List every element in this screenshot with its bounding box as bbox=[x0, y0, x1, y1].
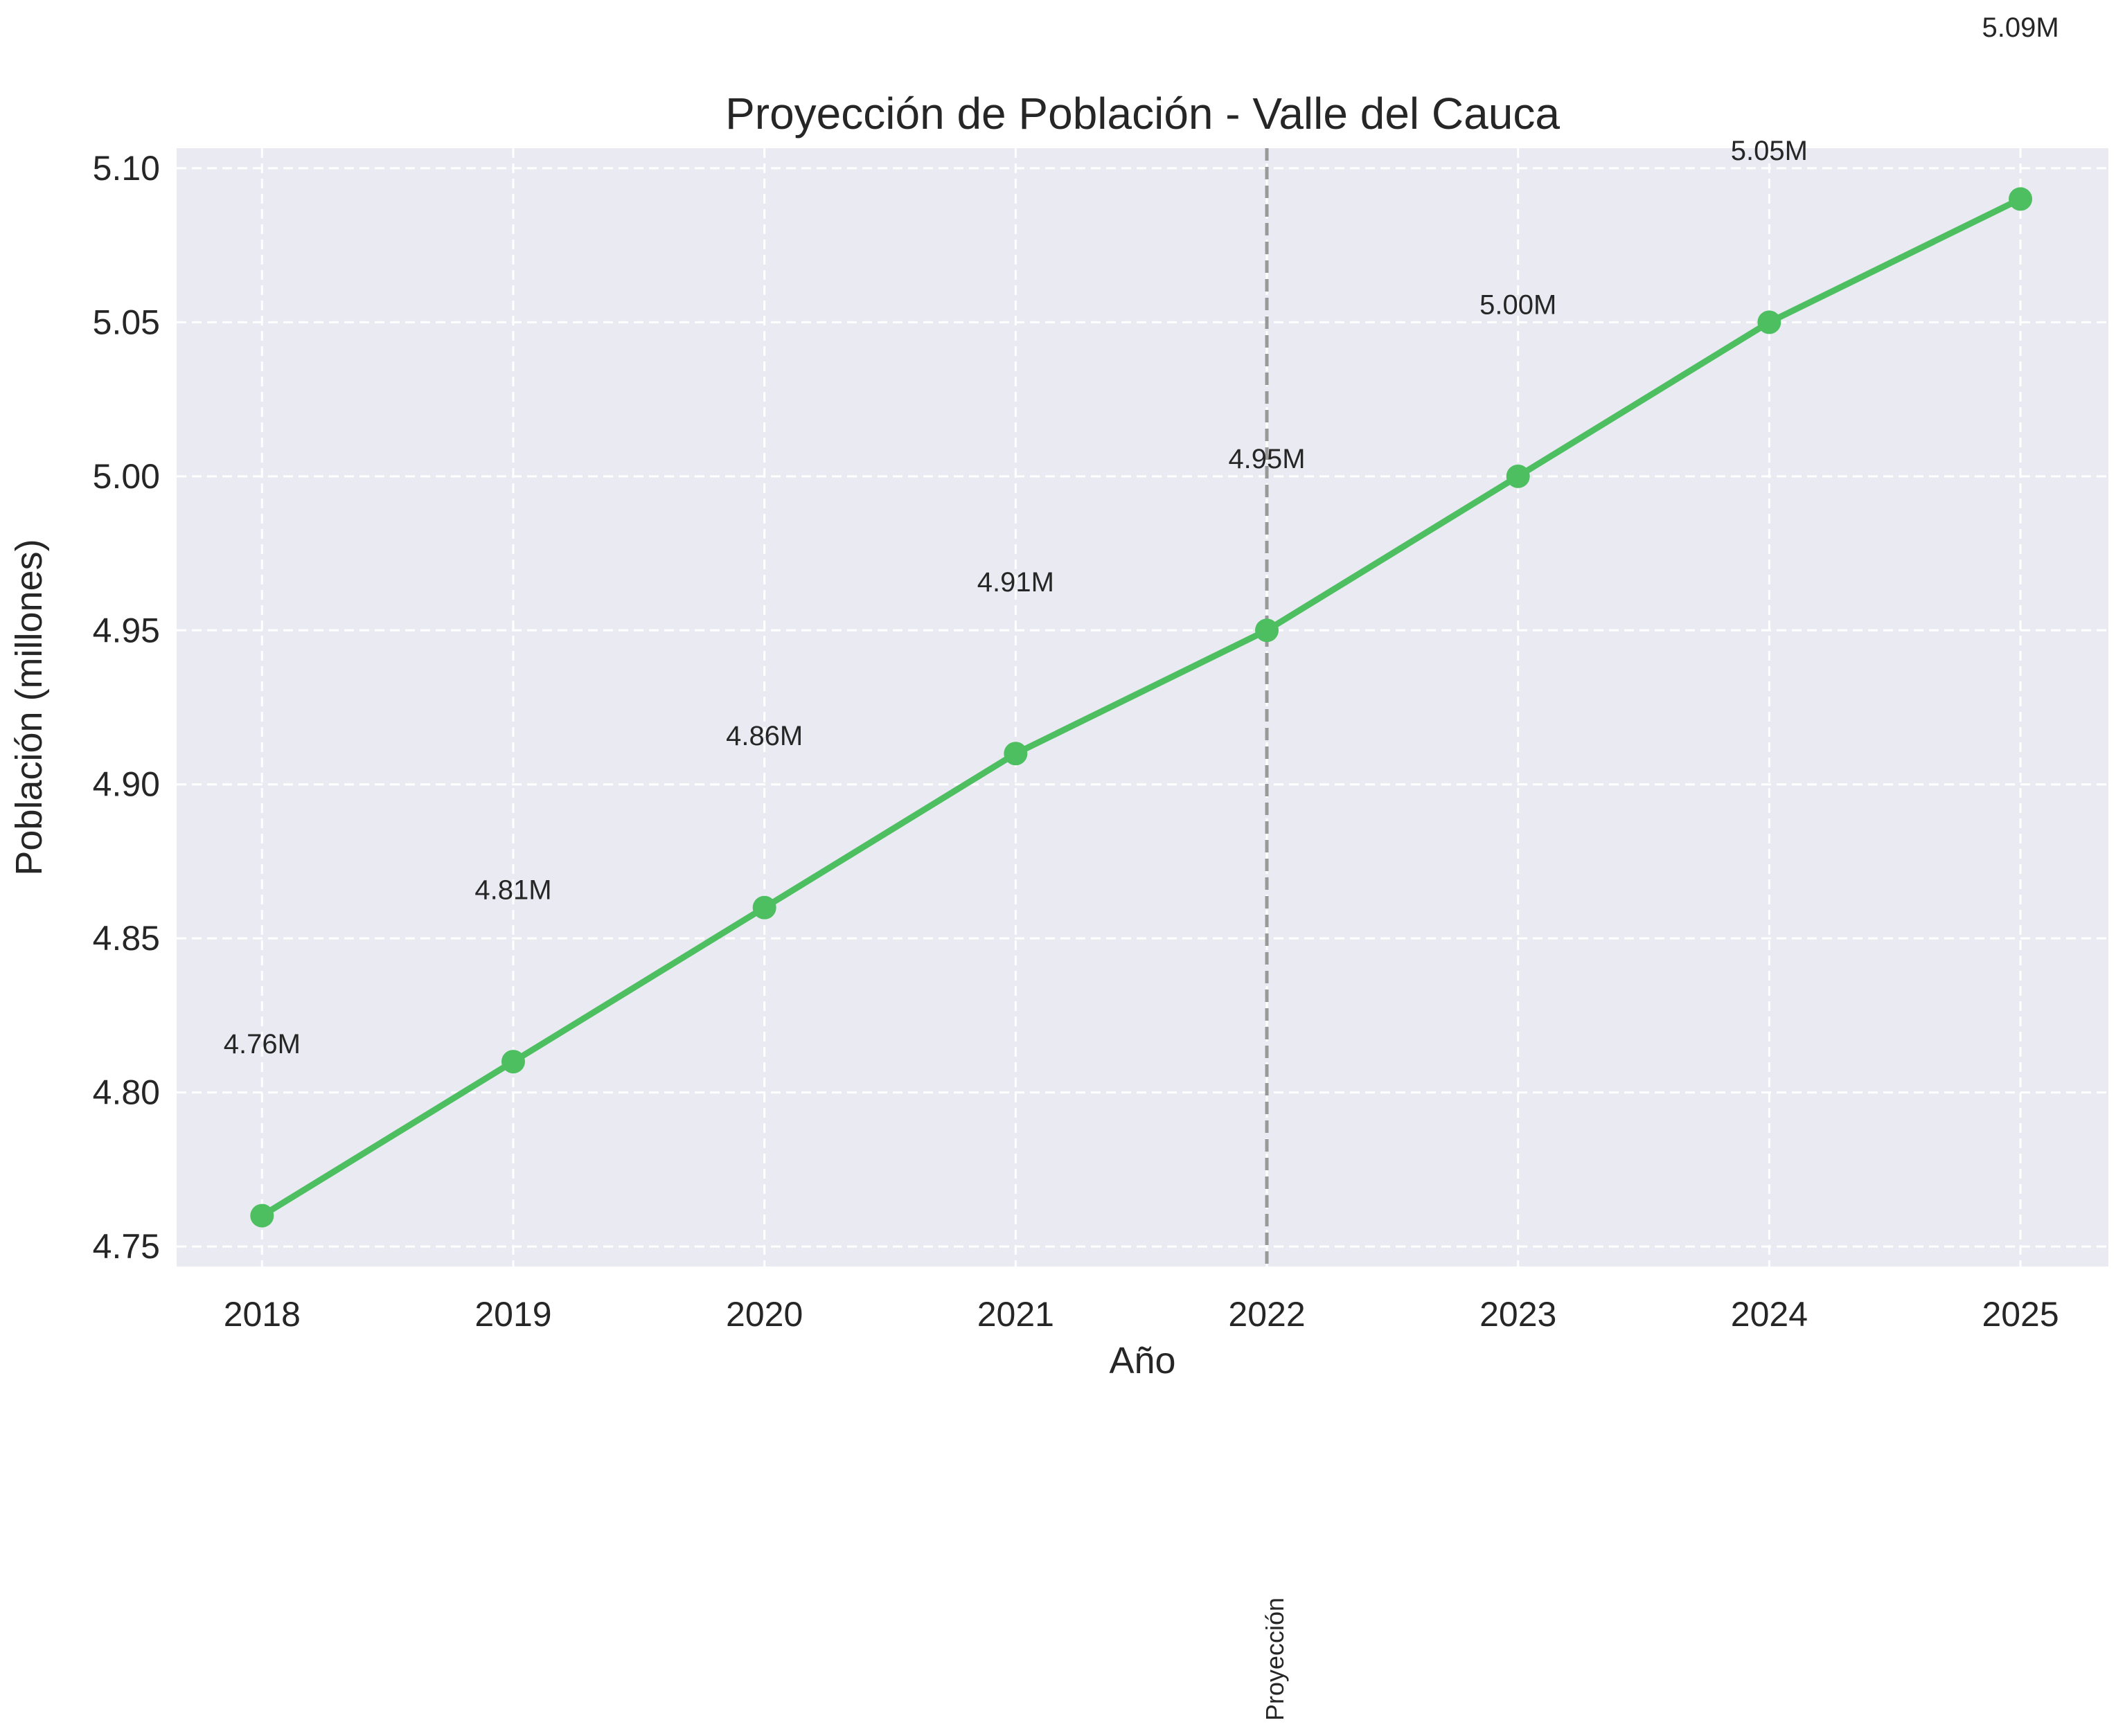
data-point bbox=[752, 895, 776, 920]
x-tick-label: 2021 bbox=[977, 1295, 1054, 1334]
y-tick-label: 5.05 bbox=[93, 303, 160, 341]
data-label: 4.81M bbox=[474, 875, 551, 906]
y-tick-label: 5.00 bbox=[93, 457, 160, 496]
x-tick-label: 2018 bbox=[224, 1295, 301, 1334]
data-point bbox=[1506, 464, 1530, 488]
data-label: 5.00M bbox=[1479, 289, 1556, 320]
y-tick-label: 4.75 bbox=[93, 1227, 160, 1266]
projection-annotation: Proyección bbox=[1261, 1598, 1289, 1721]
data-point bbox=[1255, 618, 1279, 643]
data-label: 4.76M bbox=[224, 1029, 301, 1059]
y-axis-title: Población (millones) bbox=[8, 539, 50, 875]
data-label: 4.86M bbox=[726, 721, 803, 751]
data-label: 5.09M bbox=[1982, 12, 2059, 43]
data-point bbox=[1757, 310, 1781, 334]
series-line bbox=[258, 195, 2024, 1219]
gridlines bbox=[177, 148, 2108, 1267]
data-point bbox=[1004, 742, 1028, 766]
data-labels: 4.76M 4.81M 4.86M 4.91M 4.95M 5.00M 5.05M 5.09M bbox=[224, 12, 2059, 1059]
chart-title: Proyección de Población - Valle del Cauc… bbox=[725, 89, 1560, 138]
data-label: 5.05M bbox=[1731, 136, 1808, 166]
x-tick-label: 2023 bbox=[1479, 1295, 1556, 1334]
data-points bbox=[250, 187, 2033, 1228]
y-tick-label: 4.95 bbox=[93, 611, 160, 650]
x-axis-title: Año bbox=[1109, 1340, 1175, 1381]
data-label: 4.91M bbox=[977, 567, 1054, 598]
x-tick-label: 2025 bbox=[1982, 1295, 2059, 1334]
data-point bbox=[250, 1203, 274, 1228]
x-tick-label: 2020 bbox=[726, 1295, 803, 1334]
y-axis-ticks: 4.75 4.80 4.85 4.90 4.95 5.00 5.05 5.10 bbox=[93, 149, 160, 1266]
x-axis-ticks: 2018 2019 2020 2021 2022 2023 2024 2025 bbox=[224, 1295, 2059, 1334]
x-tick-label: 2019 bbox=[474, 1295, 551, 1334]
y-tick-label: 4.85 bbox=[93, 919, 160, 958]
y-tick-label: 4.80 bbox=[93, 1073, 160, 1112]
data-point bbox=[501, 1050, 525, 1074]
y-tick-label: 4.90 bbox=[93, 765, 160, 804]
data-label: 4.95M bbox=[1228, 444, 1305, 474]
y-tick-label: 5.10 bbox=[93, 149, 160, 188]
x-tick-label: 2022 bbox=[1228, 1295, 1305, 1334]
x-tick-label: 2024 bbox=[1731, 1295, 1808, 1334]
plot-area bbox=[177, 148, 2108, 1267]
data-point bbox=[2009, 187, 2033, 211]
